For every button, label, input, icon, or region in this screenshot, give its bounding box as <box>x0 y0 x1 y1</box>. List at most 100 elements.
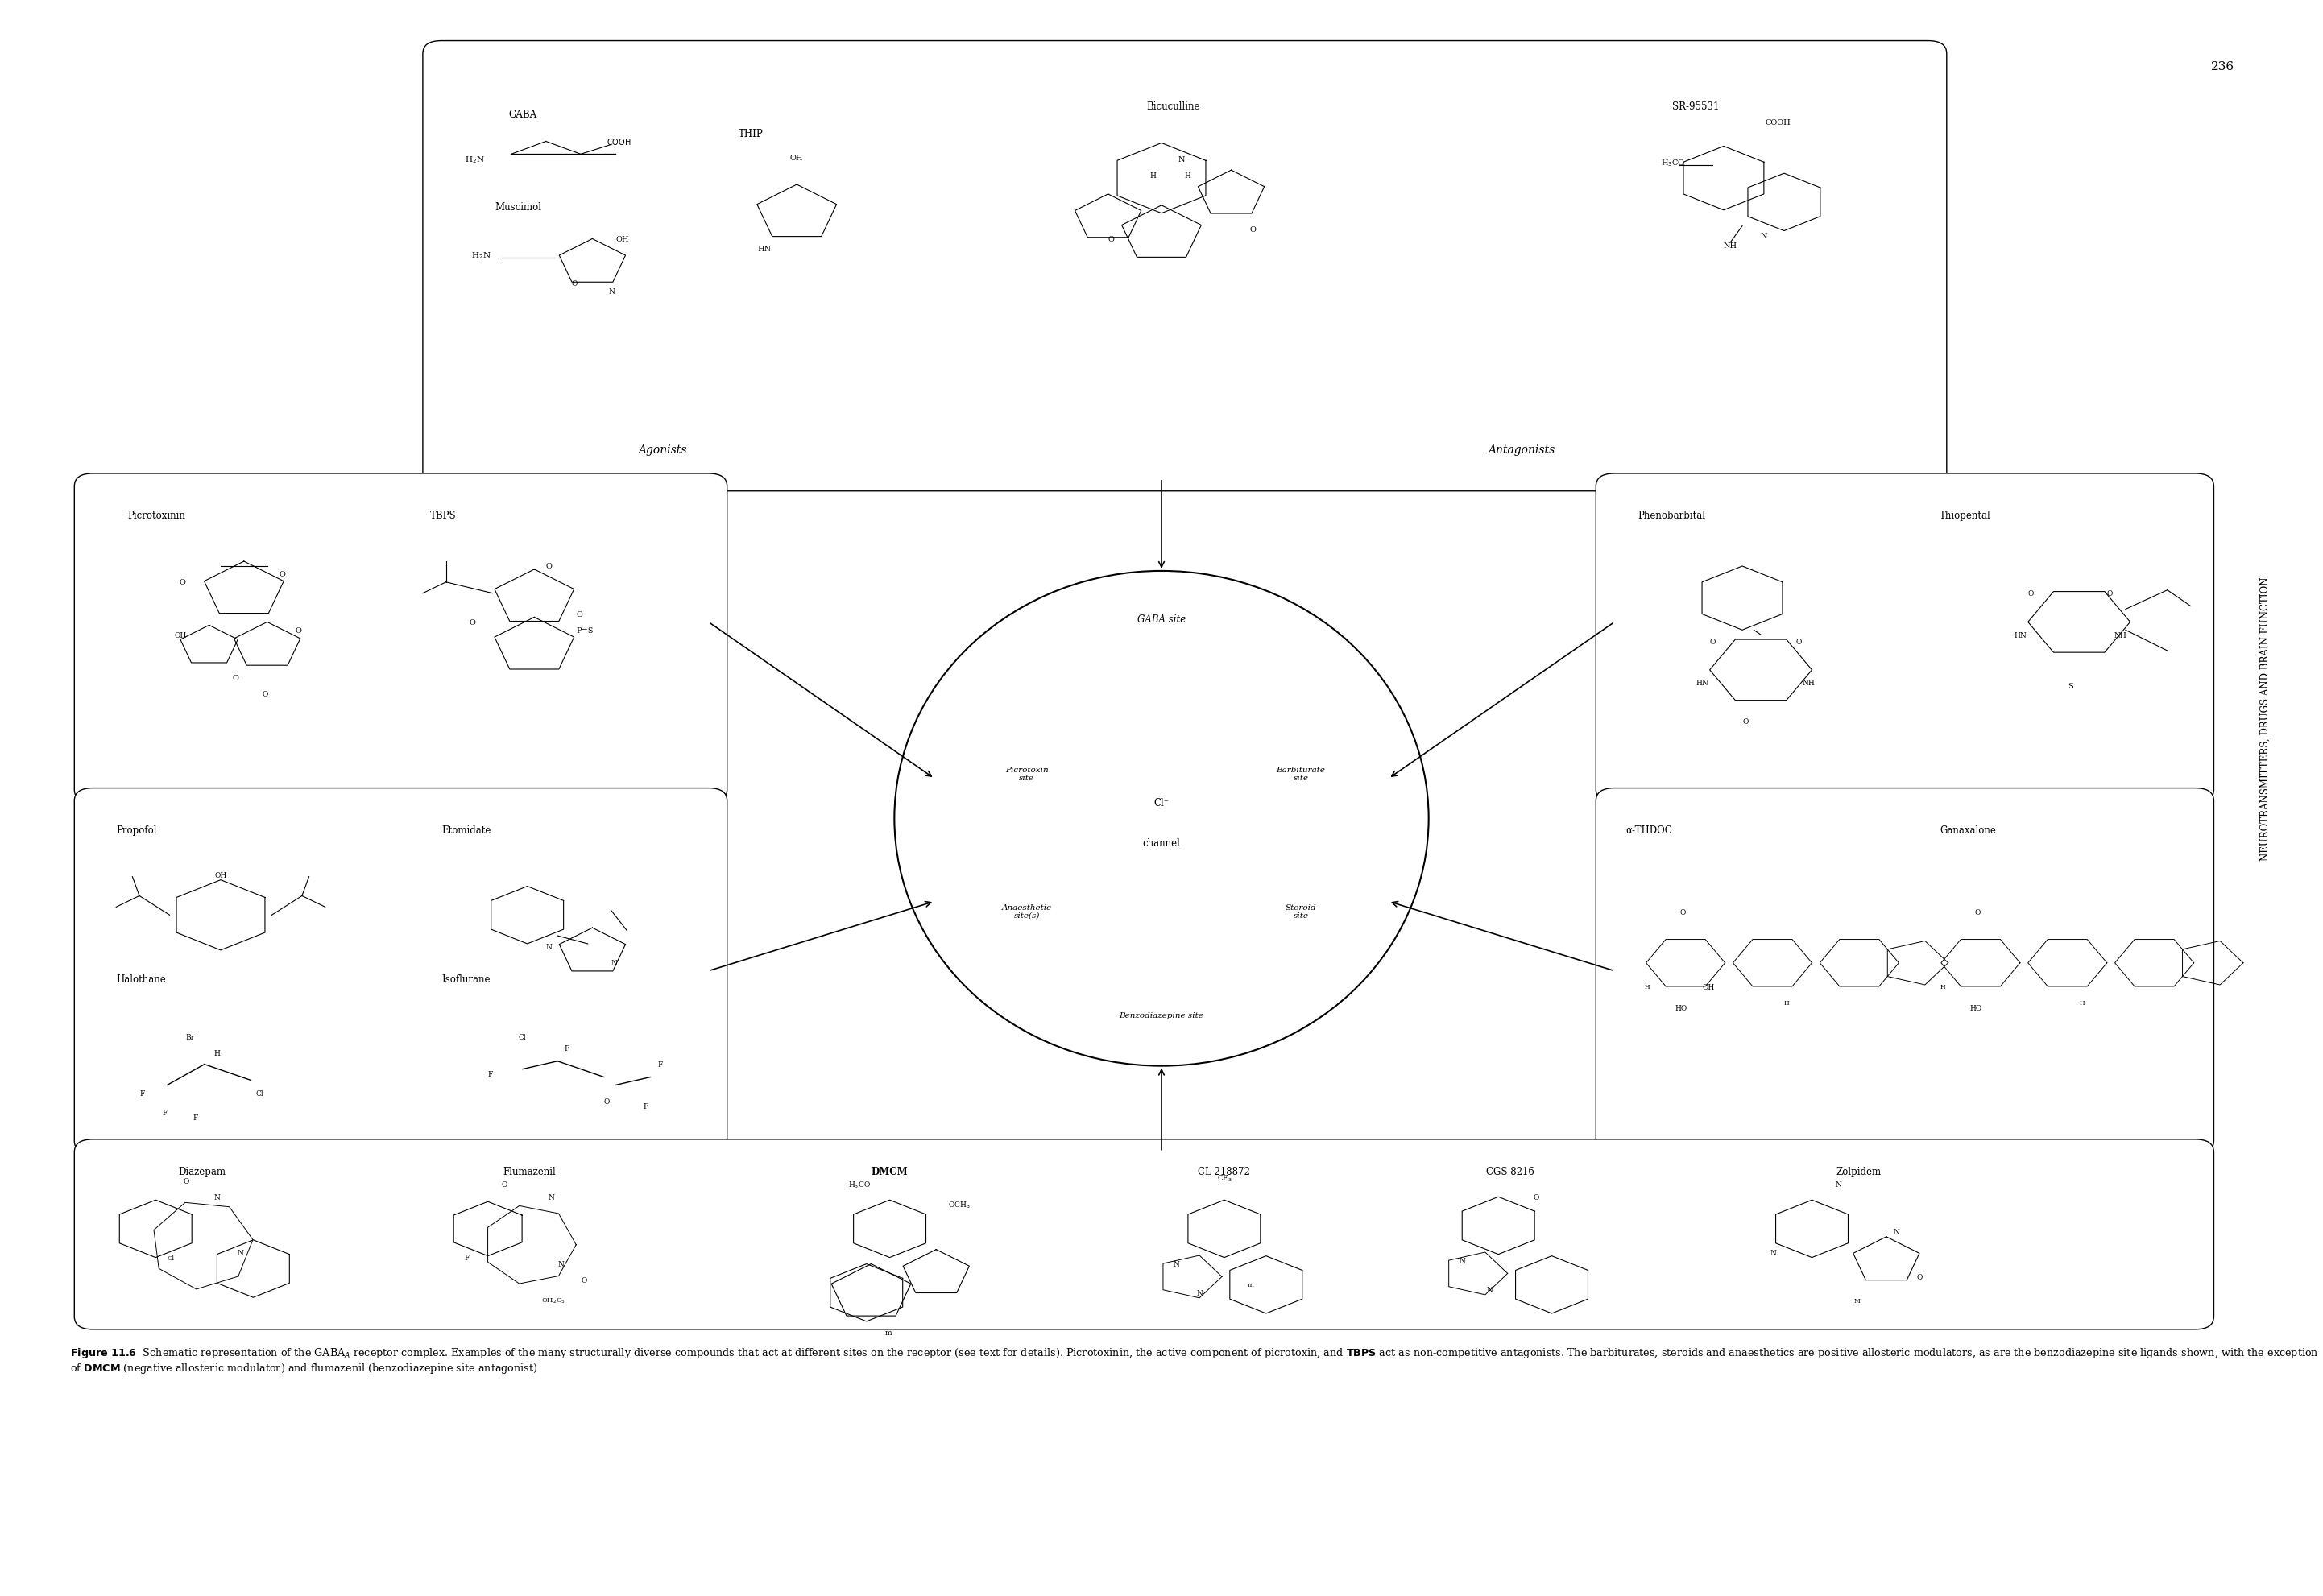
Text: Isoflurane: Isoflurane <box>441 974 490 985</box>
Text: Zolpidem: Zolpidem <box>1835 1167 1882 1176</box>
Text: Picrotoxinin: Picrotoxinin <box>128 511 186 520</box>
Text: O: O <box>279 571 286 578</box>
Text: HN: HN <box>1696 680 1707 686</box>
Text: 236: 236 <box>2211 61 2235 73</box>
Text: N: N <box>1178 156 1185 163</box>
Text: N: N <box>611 959 618 967</box>
Text: Halothane: Halothane <box>116 974 165 985</box>
Text: Flumazenil: Flumazenil <box>504 1167 555 1176</box>
Text: O: O <box>581 1277 588 1283</box>
Text: O: O <box>2107 591 2114 597</box>
Text: H: H <box>1645 983 1649 991</box>
Text: HO: HO <box>1970 1004 1982 1012</box>
Text: F: F <box>139 1090 144 1096</box>
Text: Propofol: Propofol <box>116 825 158 835</box>
Text: GABA site: GABA site <box>1138 614 1185 624</box>
Text: O: O <box>1796 638 1803 645</box>
Text: O: O <box>232 675 239 681</box>
Text: DMCM: DMCM <box>871 1167 908 1176</box>
Text: F: F <box>193 1114 197 1120</box>
Text: HN: HN <box>757 246 771 252</box>
Text: channel: channel <box>1143 838 1180 847</box>
Text: Diazepam: Diazepam <box>179 1167 225 1176</box>
Text: N: N <box>237 1250 244 1256</box>
FancyBboxPatch shape <box>1596 474 2214 803</box>
Text: F: F <box>465 1254 469 1261</box>
Text: N: N <box>1770 1250 1777 1256</box>
Text: OH: OH <box>174 632 186 638</box>
Text: O: O <box>184 1178 190 1184</box>
Text: Cl: Cl <box>256 1090 262 1096</box>
Text: $\mathsf{COOH}$: $\mathsf{COOH}$ <box>606 137 632 147</box>
Text: F: F <box>657 1061 662 1068</box>
Text: O: O <box>1742 718 1749 725</box>
Text: OH: OH <box>616 236 630 243</box>
Text: Cl⁻: Cl⁻ <box>1155 798 1168 808</box>
Text: N: N <box>1196 1290 1203 1296</box>
Text: Steroid
site: Steroid site <box>1285 903 1317 919</box>
Text: Thiopental: Thiopental <box>1940 511 1991 520</box>
Text: O: O <box>1975 908 1982 916</box>
Text: SR-95531: SR-95531 <box>1673 102 1719 112</box>
Text: THIP: THIP <box>739 129 764 139</box>
Text: GABA: GABA <box>509 110 537 120</box>
Text: H: H <box>1150 172 1157 179</box>
Text: COOH: COOH <box>1765 120 1791 126</box>
FancyBboxPatch shape <box>74 1140 2214 1329</box>
Text: F: F <box>163 1109 167 1116</box>
Text: Anaesthetic
site(s): Anaesthetic site(s) <box>1001 903 1052 919</box>
Text: Muscimol: Muscimol <box>495 203 541 212</box>
Text: S: S <box>2067 683 2072 689</box>
Text: H: H <box>2079 999 2084 1007</box>
Text: N: N <box>558 1261 564 1267</box>
Text: O: O <box>1680 908 1686 916</box>
Text: m: m <box>885 1329 892 1336</box>
Text: NH: NH <box>1803 680 1814 686</box>
Text: Cl: Cl <box>167 1254 174 1261</box>
Text: OH: OH <box>214 871 228 879</box>
Text: O: O <box>546 563 553 570</box>
Text: H$_2$N: H$_2$N <box>465 155 486 164</box>
Text: NH: NH <box>1724 243 1738 249</box>
Text: O: O <box>1250 227 1257 233</box>
Text: Etomidate: Etomidate <box>441 825 490 835</box>
Text: Picrotoxin
site: Picrotoxin site <box>1006 766 1048 782</box>
Text: NEUROTRANSMITTERS, DRUGS AND BRAIN FUNCTION: NEUROTRANSMITTERS, DRUGS AND BRAIN FUNCT… <box>2260 576 2270 860</box>
Text: $\mathbf{Figure\ 11.6}$  Schematic representation of the GABA$_A$ receptor compl: $\mathbf{Figure\ 11.6}$ Schematic repres… <box>70 1345 2318 1374</box>
Text: H: H <box>214 1050 221 1057</box>
Text: O: O <box>1710 638 1717 645</box>
Text: m: m <box>1247 1282 1254 1288</box>
Text: N: N <box>1459 1258 1466 1264</box>
Text: NH: NH <box>2114 632 2126 638</box>
Text: H: H <box>1784 999 1789 1007</box>
Text: N: N <box>1487 1286 1494 1293</box>
Text: N: N <box>1835 1181 1842 1187</box>
Ellipse shape <box>894 571 1429 1066</box>
Text: F: F <box>488 1071 492 1077</box>
Text: O: O <box>295 627 302 634</box>
Text: Antagonists: Antagonists <box>1489 444 1554 456</box>
Text: N: N <box>1761 233 1768 239</box>
Text: α-THDOC: α-THDOC <box>1626 825 1673 835</box>
Text: N: N <box>548 1194 555 1200</box>
Text: O: O <box>2028 591 2035 597</box>
Text: Cl: Cl <box>518 1034 525 1041</box>
Text: O: O <box>1916 1274 1923 1280</box>
FancyBboxPatch shape <box>74 788 727 1154</box>
Text: Benzodiazepine site: Benzodiazepine site <box>1120 1012 1203 1018</box>
Text: N: N <box>214 1194 221 1200</box>
Text: CGS 8216: CGS 8216 <box>1487 1167 1533 1176</box>
Text: Agonists: Agonists <box>639 444 685 456</box>
Text: O: O <box>571 281 578 287</box>
Text: H$_3$CO: H$_3$CO <box>848 1179 871 1189</box>
Text: O: O <box>502 1181 509 1187</box>
Text: O: O <box>604 1098 611 1104</box>
FancyBboxPatch shape <box>423 41 1947 492</box>
Text: H$_2$N: H$_2$N <box>472 251 492 260</box>
Text: F: F <box>564 1045 569 1052</box>
Text: OH: OH <box>790 155 804 161</box>
Text: N: N <box>546 943 553 951</box>
Text: Bicuculline: Bicuculline <box>1145 102 1201 112</box>
Text: H: H <box>1940 983 1944 991</box>
Text: M: M <box>1854 1298 1861 1304</box>
